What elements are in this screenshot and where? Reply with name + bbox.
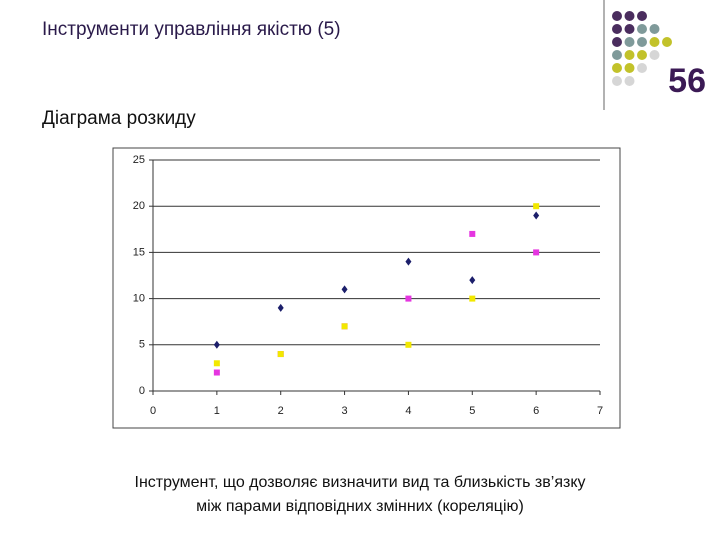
y-tick-label: 15 [133, 246, 145, 258]
point [533, 203, 540, 210]
point [213, 340, 220, 349]
decor-dot [637, 50, 647, 60]
decor-dot [637, 24, 647, 34]
decor-dot [612, 63, 622, 73]
decor-dot [624, 50, 635, 60]
point [469, 230, 476, 237]
decor-dot [612, 24, 622, 34]
decor-dot [624, 11, 635, 21]
decoration [612, 11, 672, 86]
point [533, 249, 540, 256]
chart-frame [112, 147, 621, 429]
x-tick-label: 4 [405, 405, 411, 417]
slide-title: Інструменти управління якістю (5) [42, 19, 341, 40]
subtitle: Діаграма розкиду [42, 108, 196, 129]
x-tick-label: 3 [342, 405, 348, 417]
decor-dot [612, 50, 622, 60]
decor-dot [637, 11, 647, 21]
slide-number: 56 [668, 62, 706, 100]
decor-dot [649, 37, 660, 47]
point [213, 360, 220, 367]
point [341, 323, 348, 330]
x-tick-label: 6 [533, 405, 539, 417]
decor-dot [624, 76, 635, 86]
x-tick-label: 1 [214, 405, 220, 417]
point [533, 211, 540, 220]
point [277, 303, 284, 312]
point [213, 369, 220, 376]
point [277, 351, 284, 358]
decor-dot [637, 37, 647, 47]
decor-dot [649, 50, 660, 60]
point [405, 341, 412, 348]
y-tick-label: 0 [139, 385, 145, 397]
caption: між парами відповідних змінних (кореляці… [196, 498, 524, 515]
x-tick-label: 5 [469, 405, 475, 417]
decor-dot [662, 37, 672, 47]
point [469, 276, 476, 285]
x-tick-label: 7 [597, 405, 603, 417]
y-tick-label: 5 [139, 339, 145, 351]
y-tick-label: 20 [133, 200, 145, 212]
plot: 0 5 10 15 20 25 0 1 2 3 4 5 6 7 [133, 154, 603, 417]
decor-dot [637, 63, 647, 73]
decor-dot [624, 63, 635, 73]
x-tick-label: 2 [278, 405, 284, 417]
decor-dot [649, 24, 660, 34]
decor-dot [624, 37, 635, 47]
caption: Інструмент, що дозволяє визначити вид та… [135, 474, 586, 491]
decor-dot [624, 24, 635, 34]
x-tick-label: 0 [150, 405, 156, 417]
decor-dot [612, 37, 622, 47]
decor-dot [612, 11, 622, 21]
point [405, 295, 412, 302]
y-tick-label: 10 [133, 293, 145, 305]
point [405, 257, 412, 266]
decor-dot [612, 76, 622, 86]
y-tick-label: 25 [133, 154, 145, 166]
point [469, 295, 476, 302]
point [341, 285, 348, 294]
